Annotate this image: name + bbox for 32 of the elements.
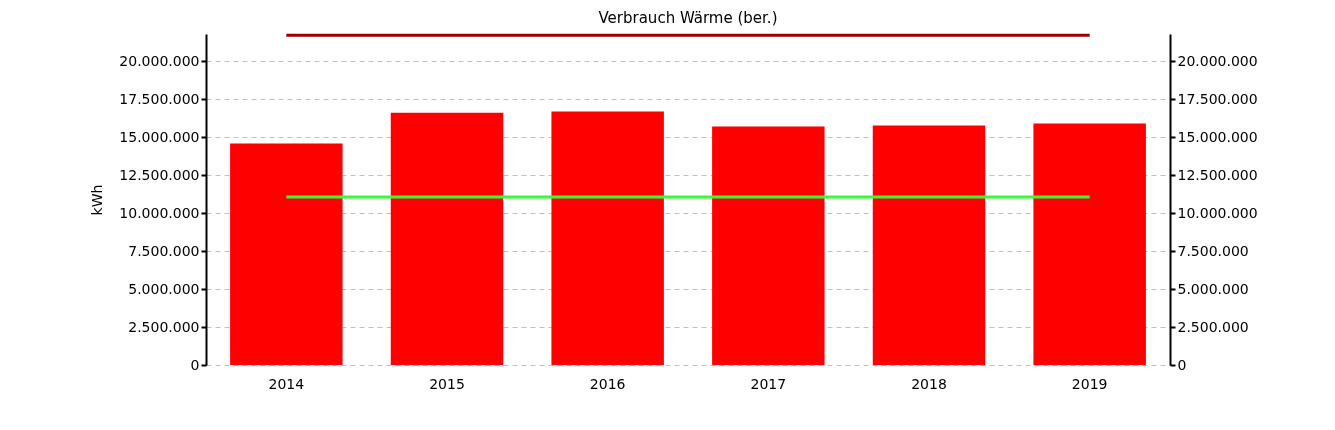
y2-tick-label: 12.500.000: [1177, 166, 1258, 183]
y-tick-label: 5.000.000: [128, 280, 200, 297]
x-tick-label: 2017: [750, 375, 787, 392]
y-tick-label: 0: [190, 356, 200, 373]
y2-tick-label: 15.000.000: [1177, 128, 1258, 145]
y2-tick-label: 10.000.000: [1177, 204, 1258, 221]
bar: [390, 112, 504, 365]
y2-tick-label: 20.000.000: [1177, 52, 1258, 69]
y2-tick-label: 7.500.000: [1177, 242, 1249, 259]
y-tick-label: 15.000.000: [119, 128, 200, 145]
x-tick-label: 2015: [429, 375, 465, 392]
y-tick-label: 12.500.000: [119, 166, 200, 183]
y-axis-title: kWh: [89, 184, 106, 216]
chart-title: Verbrauch Wärme (ber.): [598, 8, 778, 27]
y2-tick-label: 0: [1177, 356, 1187, 373]
x-tick-label: 2014: [268, 375, 305, 392]
bar: [712, 126, 825, 365]
y-tick-label: 20.000.000: [119, 52, 200, 69]
x-tick-label: 2019: [1071, 375, 1108, 392]
y-tick-label: 10.000.000: [119, 204, 200, 221]
y2-tick-label: 2.500.000: [1177, 318, 1249, 335]
bar: [872, 125, 986, 365]
y-tick-label: 2.500.000: [128, 318, 200, 335]
bar: [551, 111, 664, 365]
bar: [1033, 123, 1146, 365]
y-tick-label: 17.500.000: [119, 90, 200, 107]
y2-tick-label: 5.000.000: [1177, 280, 1249, 297]
bar: [230, 143, 343, 365]
x-tick-label: 2018: [911, 375, 947, 392]
y2-tick-label: 17.500.000: [1177, 90, 1258, 107]
y-tick-label: 7.500.000: [128, 242, 200, 259]
x-tick-label: 2016: [589, 375, 626, 392]
